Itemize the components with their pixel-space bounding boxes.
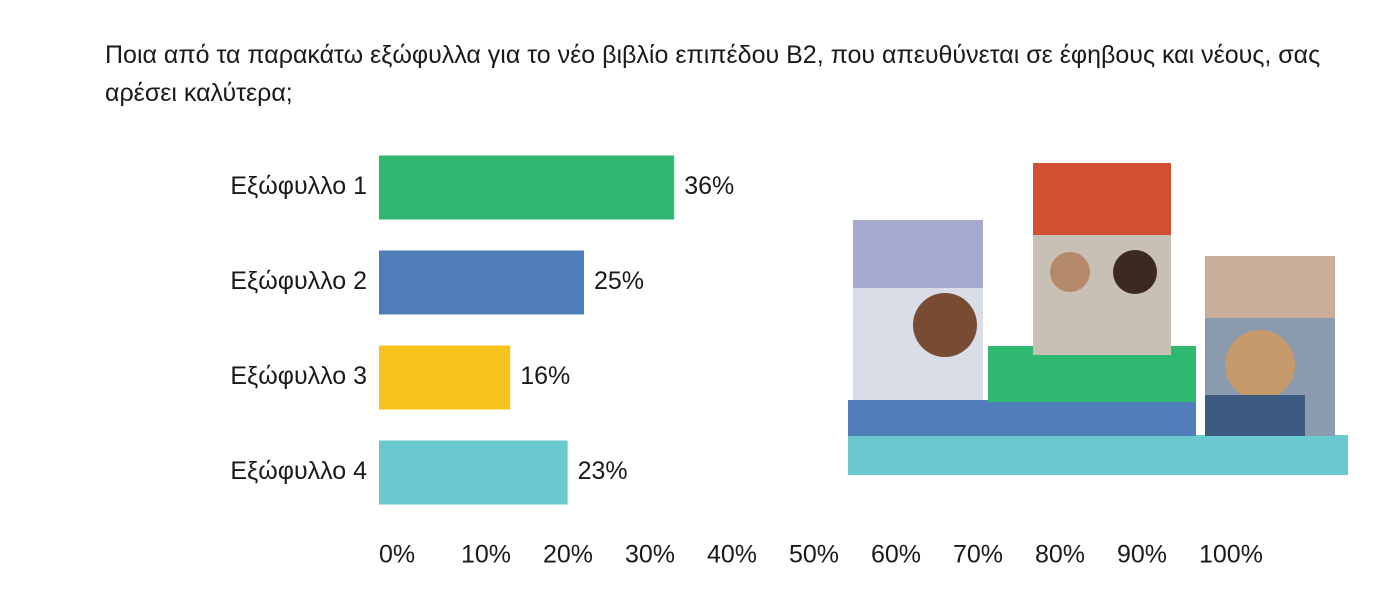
cover-photo [1225, 330, 1295, 400]
y-tick-label: Εξώφυλλο 4 [230, 457, 367, 485]
x-tick-label: 10% [461, 541, 511, 569]
book-cover-top [1033, 163, 1171, 235]
value-label: 23% [578, 457, 628, 485]
y-tick-label: Εξώφυλλο 3 [230, 362, 367, 390]
chart-title: Ποια από τα παρακάτω εξώφυλλα για το νέο… [105, 41, 1321, 107]
y-tick-label: Εξώφυλλο 2 [230, 267, 367, 295]
cover-photo [913, 293, 977, 357]
cover-photo [1205, 395, 1305, 436]
book-cover-top [1205, 256, 1335, 318]
book-cover-top [853, 220, 983, 288]
x-tick-label: 40% [707, 541, 757, 569]
x-tick-label: 100% [1199, 541, 1263, 569]
platform [848, 435, 1348, 475]
value-label: 25% [594, 267, 644, 295]
platform [848, 400, 1196, 436]
value-label: 36% [684, 172, 734, 200]
cover-illustration [848, 163, 1348, 475]
bar [379, 440, 568, 505]
x-tick-label: 30% [625, 541, 675, 569]
bar [379, 250, 584, 315]
cover-photo [1050, 252, 1090, 292]
bar [379, 345, 511, 410]
x-tick-label: 70% [953, 541, 1003, 569]
platform [988, 346, 1196, 402]
x-tick-label: 90% [1117, 541, 1167, 569]
x-tick-label: 80% [1035, 541, 1085, 569]
x-tick-label: 60% [871, 541, 921, 569]
cover-photo [1113, 250, 1157, 294]
bar [379, 155, 675, 220]
value-label: 16% [520, 362, 570, 390]
x-tick-label: 50% [789, 541, 839, 569]
x-tick-label: 20% [543, 541, 593, 569]
y-tick-label: Εξώφυλλο 1 [230, 172, 367, 200]
x-tick-label: 0% [379, 541, 415, 569]
